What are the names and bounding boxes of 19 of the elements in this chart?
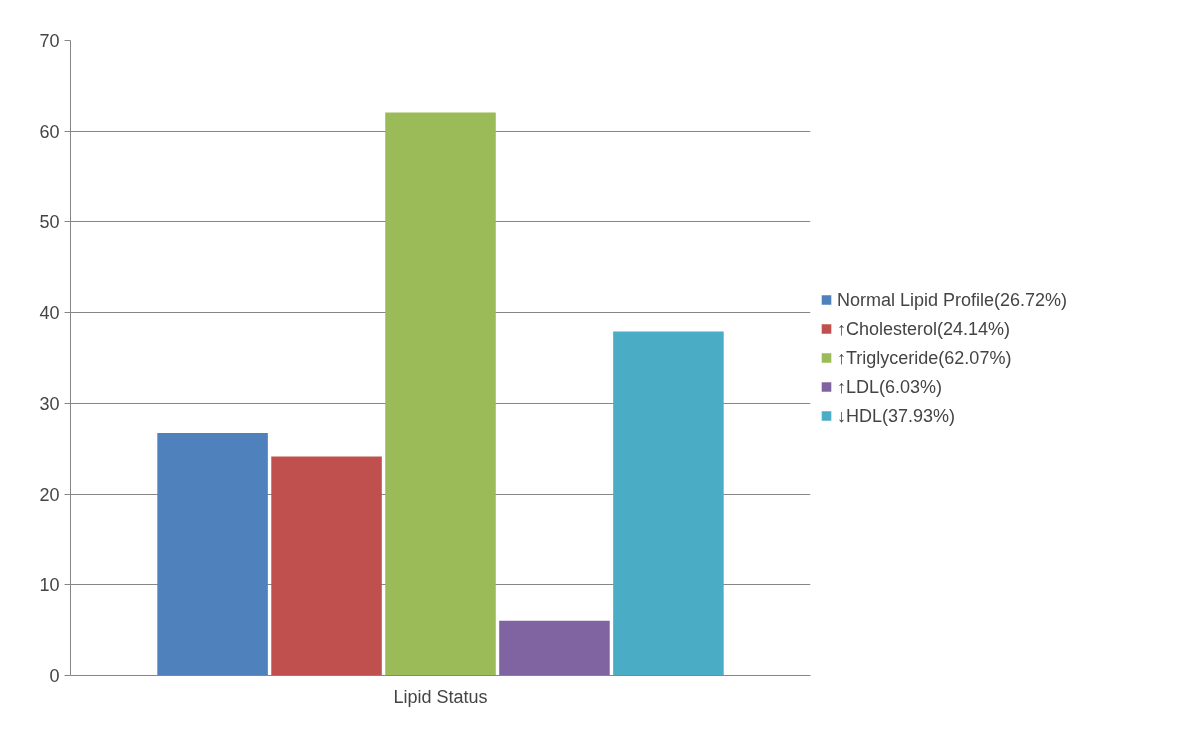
legend-label: Normal Lipid Profile(26.72%) [837, 289, 1068, 310]
y-tick-label: 10 [39, 575, 60, 596]
y-tick-label: 70 [39, 31, 60, 51]
y-tick-label: 20 [39, 484, 60, 505]
y-tick-label: 50 [39, 212, 60, 233]
y-tick-label: 40 [39, 303, 60, 324]
legend-label: ↑Cholesterol(24.14%) [837, 318, 1011, 339]
x-tick-label: Lipid Status [393, 686, 488, 707]
bar [613, 331, 724, 676]
bar [271, 456, 382, 676]
bar [499, 620, 610, 676]
legend-label: ↑LDL(6.03%) [837, 376, 943, 397]
bar [385, 112, 496, 676]
legend-label: ↓HDL(37.93%) [837, 405, 956, 426]
legend-label: ↑Triglyceride(62.07%) [837, 347, 1012, 368]
y-tick-label: 60 [39, 121, 60, 142]
bar [157, 433, 268, 676]
y-tick-label: 30 [39, 393, 60, 414]
y-tick-label: 0 [49, 666, 60, 686]
